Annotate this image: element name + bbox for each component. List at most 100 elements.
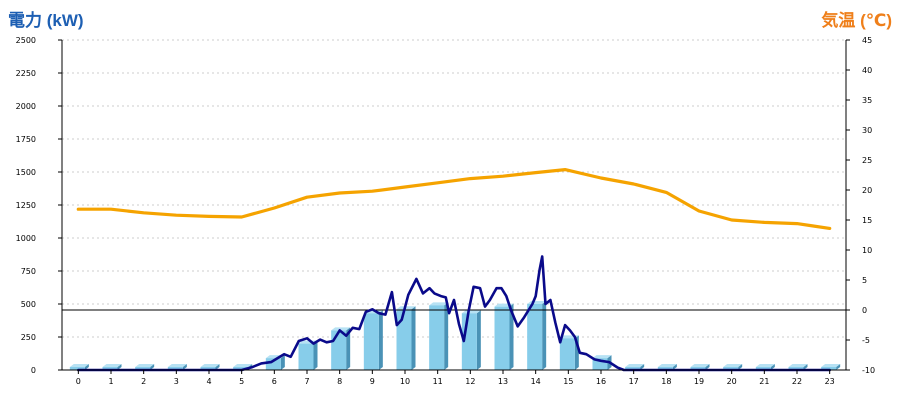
bar [788, 364, 808, 370]
right-axis-title: 気温 (℃) [821, 11, 892, 30]
bar-top [135, 364, 155, 367]
bar-front [755, 367, 771, 370]
x-tick-label: 13 [498, 377, 508, 386]
x-tick-label: 0 [76, 377, 81, 386]
bar [429, 302, 449, 370]
bar-front [102, 367, 118, 370]
right-tick-label: -10 [862, 366, 875, 375]
bar-top [331, 327, 351, 331]
x-tick-label: 3 [174, 377, 179, 386]
bar-side [770, 364, 775, 370]
left-tick-label: 1250 [16, 201, 36, 210]
bar-front [69, 367, 85, 370]
right-tick-label: 10 [862, 246, 872, 255]
bar-front [625, 367, 641, 370]
bar-side [215, 364, 220, 370]
bar-top [788, 364, 808, 367]
bar-front [527, 304, 543, 370]
x-tick-label: 16 [596, 377, 606, 386]
right-tick-label: 45 [862, 36, 872, 45]
left-axis-title: 電力 (kW) [8, 11, 84, 30]
bar-front [821, 367, 837, 370]
bar-side [444, 302, 449, 370]
left-tick-label: 250 [21, 333, 36, 342]
bar-side [346, 327, 351, 370]
bar-side [378, 310, 383, 370]
bar-front [788, 367, 804, 370]
bar-front [592, 358, 608, 370]
bar [298, 340, 318, 370]
bar-side [672, 364, 677, 370]
bar [396, 306, 416, 370]
x-tick-label: 22 [792, 377, 802, 386]
bar-top [167, 364, 187, 367]
bar-front [657, 367, 673, 370]
x-tick-label: 6 [272, 377, 277, 386]
x-tick-label: 10 [400, 377, 410, 386]
bar [135, 364, 155, 370]
bar-top [625, 364, 645, 367]
bar-front [723, 367, 739, 370]
left-tick-label: 1500 [16, 168, 36, 177]
right-tick-label: 20 [862, 186, 872, 195]
x-tick-label: 8 [337, 377, 342, 386]
bar [723, 364, 743, 370]
bar-side [803, 364, 808, 370]
bar-front [233, 367, 249, 370]
bar-top [461, 310, 481, 314]
bar-front [363, 313, 379, 370]
x-tick-label: 12 [465, 377, 475, 386]
bar-top [200, 364, 220, 367]
bar-front [167, 367, 183, 370]
right-tick-label: -5 [862, 336, 870, 345]
bar-side [640, 364, 645, 370]
bar-side [476, 310, 481, 370]
bar [625, 364, 645, 370]
grid-layer [62, 39, 846, 338]
x-tick-label: 20 [727, 377, 737, 386]
bar-side [313, 340, 318, 370]
bar-top [69, 364, 89, 367]
left-tick-label: 0 [31, 366, 36, 375]
bar [821, 364, 841, 370]
bar [167, 364, 187, 370]
bar-side [150, 364, 155, 370]
right-tick-label: 5 [862, 276, 867, 285]
left-tick-label: 2250 [16, 69, 36, 78]
bar [527, 301, 547, 370]
bar-side [182, 364, 187, 370]
x-tick-label: 21 [759, 377, 769, 386]
bar-front [298, 343, 314, 370]
x-tick-label: 17 [629, 377, 639, 386]
bar [69, 364, 89, 370]
left-tick-label: 500 [21, 300, 36, 309]
bar-side [117, 364, 122, 370]
bar-top [429, 302, 449, 306]
x-tick-label: 19 [694, 377, 704, 386]
left-tick-label: 2500 [16, 36, 36, 45]
x-tick-label: 9 [370, 377, 375, 386]
x-tick-label: 7 [304, 377, 309, 386]
bar-side [280, 355, 285, 370]
right-tick-label: 35 [862, 96, 872, 105]
bar-front [429, 305, 445, 370]
bar-top [592, 355, 612, 359]
power-line [77, 255, 832, 372]
left-tick-label: 1000 [16, 234, 36, 243]
bar-side [84, 364, 89, 370]
bar [102, 364, 122, 370]
x-tick-label: 23 [825, 377, 835, 386]
x-tick-label: 4 [206, 377, 211, 386]
bar-top [690, 364, 710, 367]
bar-layer [69, 301, 841, 370]
bar-front [135, 367, 151, 370]
bar-front [690, 367, 706, 370]
right-tick-label: 30 [862, 126, 872, 135]
axis-layer [58, 39, 850, 374]
x-tick-label: 18 [661, 377, 671, 386]
bar-side [509, 303, 514, 370]
line-layer [62, 168, 846, 372]
right-tick-label: 25 [862, 156, 872, 165]
bar-top [233, 364, 253, 367]
left-tick-label: 2000 [16, 102, 36, 111]
